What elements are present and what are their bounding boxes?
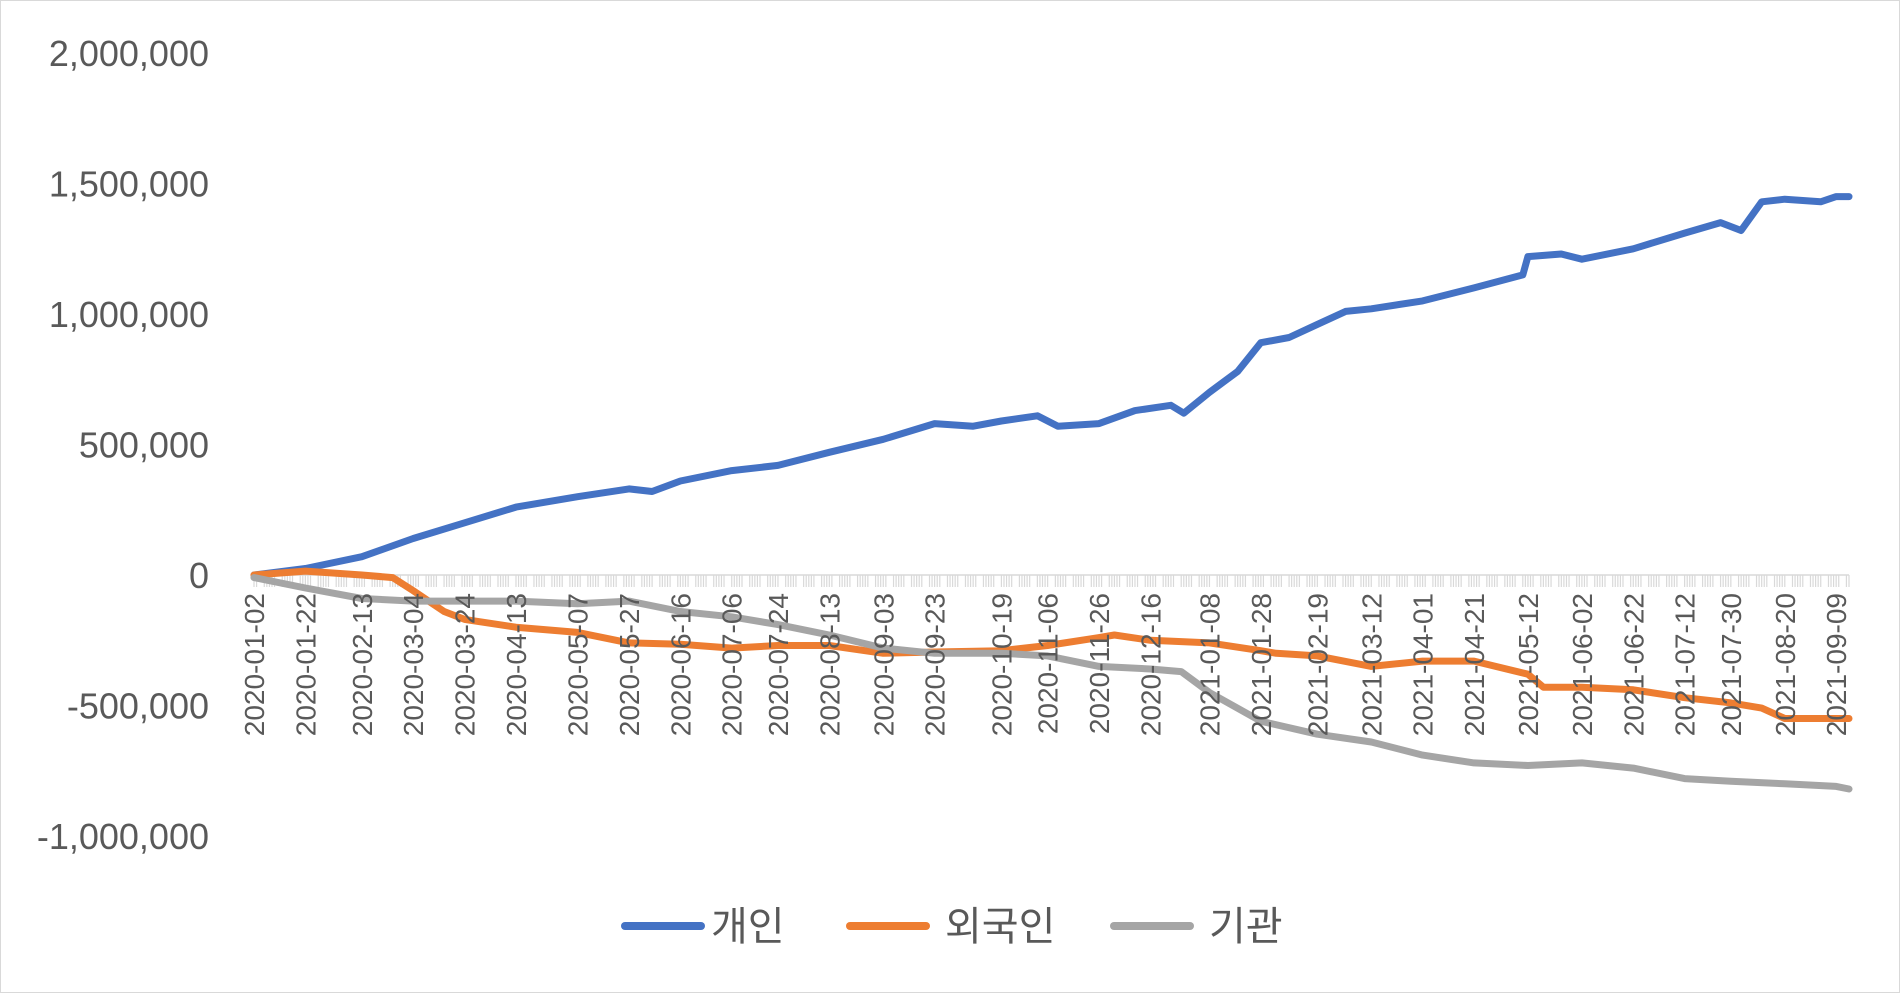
x-tick-label: 2020-07-24 — [763, 593, 794, 736]
x-tick-label: 2021-07-12 — [1670, 593, 1701, 736]
x-tick-label: 2021-06-02 — [1567, 593, 1598, 736]
x-tick-label: 2020-09-03 — [868, 593, 899, 736]
x-tick-label: 2020-04-13 — [501, 593, 532, 736]
legend-label: 개인 — [711, 904, 785, 950]
series-line — [250, 193, 1853, 579]
legend-label: 기관 — [1209, 904, 1283, 950]
x-tick-label: 2021-04-21 — [1459, 593, 1490, 736]
x-tick-label: 2020-01-22 — [290, 593, 321, 736]
x-axis-tick-marks — [253, 575, 1850, 587]
x-tick-label: 2020-12-16 — [1135, 593, 1166, 736]
legend-label: 외국인 — [945, 904, 1055, 950]
x-tick-label: 2020-03-04 — [398, 593, 429, 736]
y-tick-label: -1,000,000 — [37, 816, 209, 857]
y-tick-label: 0 — [189, 555, 209, 596]
x-tick-label: 2021-05-12 — [1513, 593, 1544, 736]
x-tick-label: 2021-02-19 — [1302, 593, 1333, 736]
x-tick-label: 2020-02-13 — [347, 593, 378, 736]
x-tick-label: 2020-05-07 — [563, 593, 594, 736]
y-tick-label: 1,000,000 — [49, 294, 209, 335]
x-tick-label: 2021-09-09 — [1821, 593, 1852, 736]
x-tick-label: 2020-11-06 — [1033, 593, 1064, 734]
series-line — [250, 567, 1853, 722]
y-axis: 2,000,000 1,500,000 1,000,000 500,000 0 -500,… — [37, 33, 209, 857]
x-tick-label: 2020-08-13 — [814, 593, 845, 736]
x-tick-label: 2021-01-28 — [1246, 593, 1277, 736]
x-tick-label: 2020-06-16 — [665, 593, 696, 736]
series-line — [250, 574, 1853, 793]
x-tick-label: 2021-06-22 — [1618, 593, 1649, 736]
x-tick-label: 2021-03-12 — [1356, 593, 1387, 736]
y-tick-label: -500,000 — [67, 686, 209, 727]
x-tick-label: 2020-01-02 — [239, 593, 270, 736]
x-tick-label: 2020-05-27 — [614, 593, 645, 736]
x-tick-label: 2021-04-01 — [1408, 593, 1439, 736]
x-tick-label: 2020-10-19 — [986, 593, 1017, 736]
plot-area — [250, 193, 1853, 793]
y-tick-label: 500,000 — [79, 425, 209, 466]
x-tick-labels: 2020-01-02 2020-01-22 2020-02-13 2020-03-04… — [239, 593, 1852, 736]
y-tick-label: 2,000,000 — [49, 33, 209, 74]
x-axis — [253, 574, 1850, 587]
x-tick-label: 2021-01-08 — [1195, 593, 1226, 736]
legend: 개인 외국인 기관 — [621, 904, 1283, 950]
x-tick-label: 2021-07-30 — [1716, 593, 1747, 736]
y-tick-label: 1,500,000 — [49, 164, 209, 205]
x-tick-label: 2020-09-23 — [920, 593, 951, 736]
x-tick-label: 2020-11-26 — [1084, 593, 1115, 734]
x-tick-label: 2020-03-24 — [450, 593, 481, 736]
x-tick-label: 2021-08-20 — [1770, 593, 1801, 736]
x-tick-label: 2020-07-06 — [717, 593, 748, 736]
